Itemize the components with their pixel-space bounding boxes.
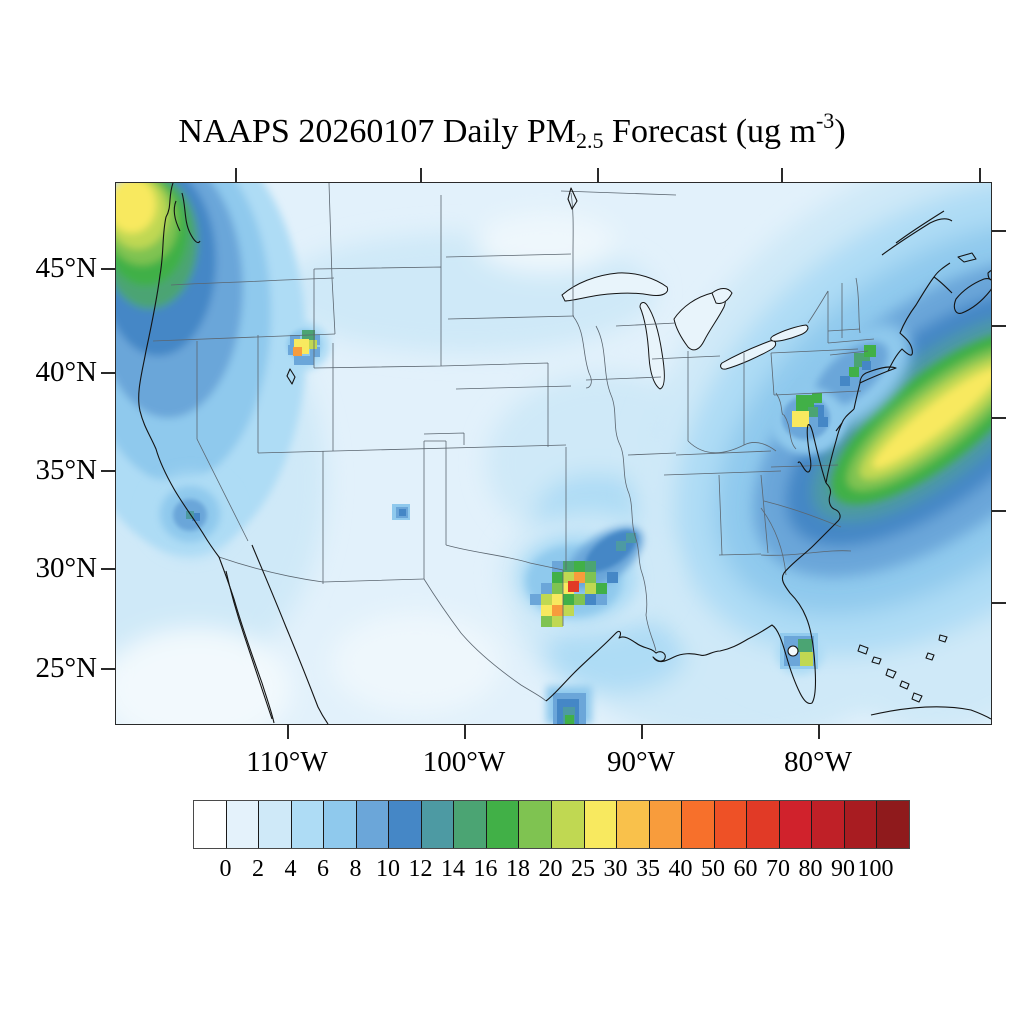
colorbar-cell: [291, 801, 325, 848]
lon-tick-top: [420, 168, 422, 182]
pacific-northwest-plume: [116, 183, 306, 553]
colorbar-tick-label: 4: [284, 856, 297, 882]
lon-tick-top: [781, 168, 783, 182]
lat-tick-right: [992, 510, 1006, 512]
colorbar-tick-label: 90: [831, 856, 855, 882]
colorbar-cell: [552, 801, 585, 848]
colorbar-cell: [714, 801, 748, 848]
page-title: NAAPS 20260107 Daily PM2.5 Forecast (ug …: [0, 108, 1024, 154]
colorbar-tick-label: 16: [473, 856, 498, 882]
lon-tick-top: [979, 168, 981, 182]
lon-tick-top: [597, 168, 599, 182]
new-mexico-small-spot: [392, 504, 410, 520]
colorbar-tick-label: 20: [538, 856, 563, 882]
colorbar-cell: [812, 801, 845, 848]
lon-tick-label: 110°W: [246, 746, 328, 778]
lat-tick-label: 45°N: [35, 252, 97, 284]
colorbar-tick-label: 2: [252, 856, 264, 882]
colorbar-tick-label: 8: [349, 856, 362, 882]
colorbar-cell: [454, 801, 487, 848]
colorbar-tick-label: 12: [408, 856, 433, 882]
map-frame: [101, 168, 1006, 739]
colorbar-cell: [649, 801, 683, 848]
lat-tick-right: [992, 417, 1006, 419]
colorbar-tick-label: 18: [506, 856, 530, 882]
colorbar-labels: 0 2 4 6 8 10 12 14 16 18 20 25 30 35 40 50 60 70 80 90 100: [193, 855, 908, 885]
title-run: ): [834, 113, 846, 150]
title-run: NAAPS 20260107 Daily PM: [178, 113, 577, 150]
lat-tick-label: 25°N: [35, 652, 97, 684]
east-texas-louisiana-hotspot: [501, 513, 671, 633]
title-run: Forecast (ug m: [603, 113, 816, 150]
utah-salt-lake-hotspot: [278, 322, 330, 370]
colorbar-cell: [356, 801, 390, 848]
northeast-mexico-spot: [546, 686, 592, 724]
colorbar-cell: [519, 801, 553, 848]
colorbar-tick-label: 14: [441, 856, 465, 882]
colorbar-cell: [486, 801, 520, 848]
lat-tick-right: [992, 230, 1006, 232]
colorbar-cell: [877, 801, 910, 848]
lon-tick-label: 90°W: [607, 746, 675, 778]
lon-tick-label: 100°W: [422, 746, 506, 778]
colorbar-tick-label: 30: [603, 856, 628, 882]
colorbar-tick-label: 6: [317, 856, 329, 882]
lon-tick-top: [235, 168, 237, 182]
lat-tick-right: [992, 325, 1006, 327]
colorbar-tick-label: 100: [857, 856, 894, 882]
lon-tick-bottom: [287, 725, 289, 739]
colorbar-cell: [194, 801, 227, 848]
colorbar-cell: [747, 801, 780, 848]
lon-tick-bottom: [464, 725, 466, 739]
lat-tick-left: [101, 668, 115, 670]
colorbar-tick-label: 0: [219, 856, 232, 882]
south-florida-spot: [776, 631, 824, 675]
atlantic-offshore-plume: [636, 183, 991, 696]
colorbar-cell: [324, 801, 357, 848]
colorbar-cell: [844, 801, 878, 848]
lat-tick-left: [101, 268, 115, 270]
lat-tick-label: 30°N: [35, 552, 97, 584]
title-run: -3: [815, 108, 835, 133]
colorbar-cell: [421, 801, 455, 848]
lat-tick-left: [101, 470, 115, 472]
title-run: 2.5: [576, 128, 604, 153]
colorbar: [193, 800, 910, 849]
dc-chesapeake-hotspot: [770, 387, 846, 455]
colorbar-tick-label: 35: [636, 856, 660, 882]
lat-tick-left: [101, 372, 115, 374]
colorbar-cell: [259, 801, 292, 848]
lat-tick-label: 40°N: [35, 356, 97, 388]
colorbar-cell: [617, 801, 650, 848]
colorbar-cell: [779, 801, 813, 848]
lon-tick-bottom: [641, 725, 643, 739]
colorbar-tick-label: 70: [766, 856, 790, 882]
colorbar-tick-label: 10: [376, 856, 400, 882]
state-border-paths: [152, 183, 875, 702]
lon-tick-label: 80°W: [784, 746, 852, 778]
colorbar-cell: [584, 801, 618, 848]
map-canvas: [116, 183, 991, 724]
colorbar-tick-label: 50: [701, 856, 725, 882]
colorbar-tick-label: 25: [571, 856, 595, 882]
colorbar-tick-label: 80: [798, 856, 823, 882]
colorbar-tick-label: 40: [668, 856, 693, 882]
lat-tick-label: 35°N: [35, 454, 97, 486]
colorbar-tick-label: 60: [733, 856, 758, 882]
colorbar-cell: [389, 801, 422, 848]
lon-tick-bottom: [818, 725, 820, 739]
colorbar-cell: [682, 801, 715, 848]
colorbar-cell: [226, 801, 260, 848]
lat-tick-right: [992, 602, 1006, 604]
coastline-paths: [138, 183, 991, 724]
lat-tick-left: [101, 568, 115, 570]
